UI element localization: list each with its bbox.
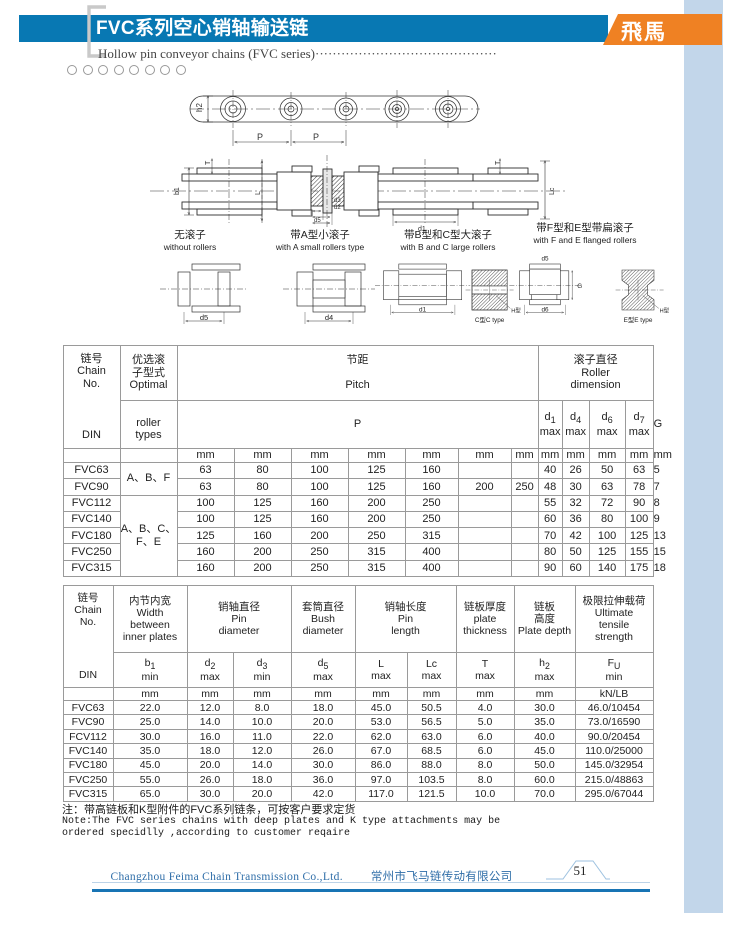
svg-text:H型: H型 xyxy=(660,306,670,314)
svg-text:with B and C large rollers: with B and C large rollers xyxy=(400,242,496,252)
svg-text:d4: d4 xyxy=(325,313,333,322)
svg-text:P: P xyxy=(257,132,263,142)
svg-text:E型E type: E型E type xyxy=(624,315,653,324)
svg-text:P: P xyxy=(313,132,319,142)
svg-text:带B型和C型大滚子: 带B型和C型大滚子 xyxy=(404,228,492,241)
svg-text:L: L xyxy=(255,191,262,195)
svg-text:H型: H型 xyxy=(511,306,521,314)
svg-text:with F and E flanged rollers: with F and E flanged rollers xyxy=(533,235,637,245)
svg-text:d5: d5 xyxy=(200,313,208,322)
svg-text:with A small rollers type: with A small rollers type xyxy=(275,242,365,252)
svg-text:C型C type: C型C type xyxy=(475,315,505,324)
svg-text:d5: d5 xyxy=(541,256,549,263)
svg-text:d2: d2 xyxy=(334,205,341,211)
svg-text:G: G xyxy=(577,283,582,290)
svg-text:T: T xyxy=(495,160,502,165)
svg-text:T: T xyxy=(205,160,212,165)
svg-text:带F型和E型带扁滚子: 带F型和E型带扁滚子 xyxy=(536,221,633,234)
svg-text:无滚子: 无滚子 xyxy=(174,228,206,241)
svg-text:Lc: Lc xyxy=(549,187,556,195)
svg-text:带A型小滚子: 带A型小滚子 xyxy=(290,228,350,241)
svg-text:51: 51 xyxy=(574,863,587,878)
svg-text:d3: d3 xyxy=(334,198,341,204)
svg-text:without rollers: without rollers xyxy=(163,242,216,252)
svg-text:d6: d6 xyxy=(541,307,549,314)
svg-text:b1: b1 xyxy=(174,187,181,195)
svg-text:d1: d1 xyxy=(419,307,427,314)
svg-text:h2: h2 xyxy=(195,103,204,112)
